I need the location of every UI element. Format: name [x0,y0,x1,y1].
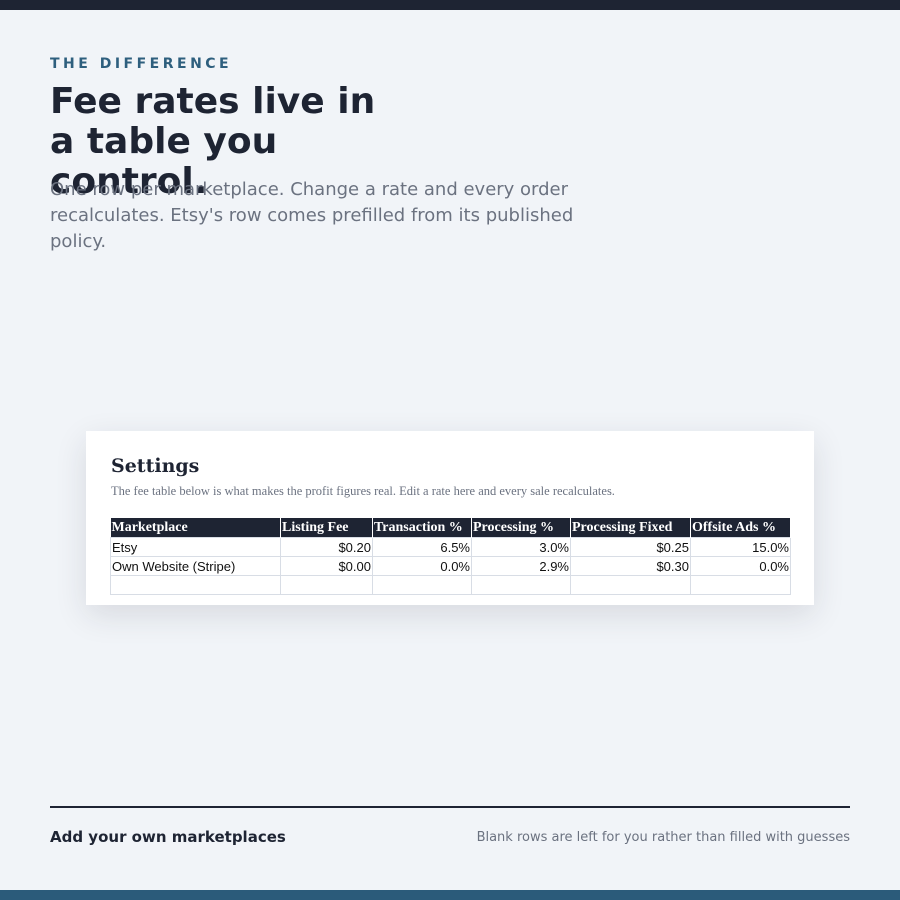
blank-row [110,575,791,595]
table-cell: $0.20 [280,537,373,557]
blank-cell [110,575,281,595]
bottom-bar [0,890,900,900]
table-cell: 0.0% [690,556,791,576]
fee-table: Marketplace Listing Fee Transaction % Proce… [110,518,791,595]
column-header: Listing Fee [280,518,373,538]
table-cell: Own Website (Stripe) [110,556,281,576]
table-cell: 15.0% [690,537,791,557]
column-header: Processing Fixed [570,518,691,538]
column-header: Transaction % [372,518,472,538]
footer-right: Blank rows are left for you rather than … [476,830,850,845]
table-cell: $0.30 [570,556,691,576]
column-header: Processing % [471,518,571,538]
card-title: Settings [111,455,200,477]
eyebrow: THE DIFFERENCE [50,56,233,72]
settings-card: Settings The fee table below is what mak… [86,431,814,605]
table-cell: 6.5% [372,537,472,557]
blank-cell [570,575,691,595]
card-description: The fee table below is what makes the pr… [111,484,615,498]
blank-cell [471,575,571,595]
table-cell: $0.00 [280,556,373,576]
header-row: Marketplace Listing Fee Transaction % Proce… [110,518,791,538]
subtitle: One row per marketplace. Change a rate a… [50,179,574,252]
headline: Fee rates live in a table you control. [50,81,376,202]
blank-cell [372,575,472,595]
table-row: Etsy $0.20 6.5% 3.0% $0.25 15.0% [110,537,791,557]
blank-cell [280,575,373,595]
table-cell: 0.0% [372,556,472,576]
table-cell: 2.9% [471,556,571,576]
table-cell: Etsy [110,537,281,557]
divider [50,806,850,808]
top-bar [0,0,900,10]
table-cell: 3.0% [471,537,571,557]
blank-cell [690,575,791,595]
table-cell: $0.25 [570,537,691,557]
column-header: Offsite Ads % [690,518,791,538]
table-row: Own Website (Stripe) $0.00 0.0% 2.9% $0.30 0.… [110,556,791,576]
footer-left: Add your own marketplaces [50,828,286,846]
column-header: Marketplace [110,518,281,538]
